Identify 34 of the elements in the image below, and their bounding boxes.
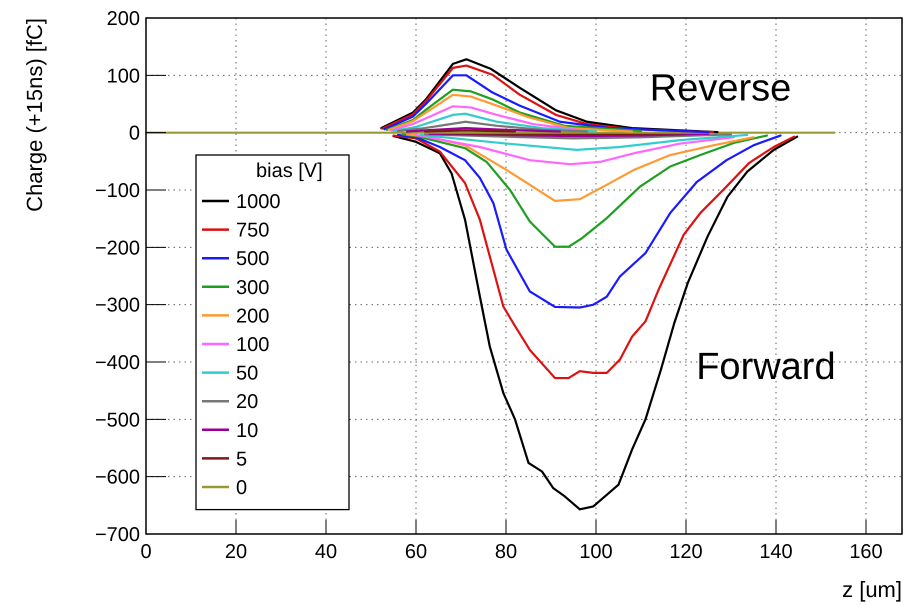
legend-label: 750 <box>236 220 270 242</box>
y-tick-label: −600 <box>94 466 140 489</box>
legend-label: 10 <box>236 420 258 442</box>
y-tick-label: 0 <box>128 122 140 145</box>
y-tick-label: −100 <box>94 180 140 202</box>
x-tick-label: 160 <box>849 541 883 563</box>
legend-label: 50 <box>236 362 258 385</box>
legend-label: 5 <box>236 448 248 470</box>
y-tick-label: −400 <box>94 352 140 374</box>
y-tick-label: −200 <box>94 237 140 260</box>
y-tick-label: 200 <box>106 8 140 30</box>
x-tick-label: 140 <box>759 541 793 563</box>
y-tick-label: −700 <box>94 524 140 546</box>
y-tick-label: −300 <box>94 294 140 317</box>
legend-label: 20 <box>236 391 258 414</box>
x-tick-label: 120 <box>669 541 703 563</box>
x-tick-label: 100 <box>579 541 613 563</box>
legend-label: 200 <box>236 305 270 328</box>
y-tick-label: 100 <box>106 65 140 88</box>
x-tick-label: 40 <box>314 541 338 563</box>
legend-label: 0 <box>236 477 248 499</box>
y-tick-label: −500 <box>94 409 140 432</box>
legend-label: 300 <box>236 276 270 299</box>
annotation: Forward <box>696 346 836 388</box>
x-tick-label: 80 <box>494 541 518 563</box>
annotation: Reverse <box>650 68 792 110</box>
legend-label: 100 <box>236 334 270 356</box>
y-axis-title: Charge (+15ns) [fC] <box>22 18 47 212</box>
x-axis-title: z [um] <box>842 577 902 602</box>
legend-label: 500 <box>236 248 270 270</box>
legend-label: 1000 <box>236 191 280 213</box>
x-tick-label: 60 <box>404 541 428 563</box>
legend-title: bias [V] <box>256 160 323 182</box>
x-tick-label: 20 <box>224 541 248 563</box>
